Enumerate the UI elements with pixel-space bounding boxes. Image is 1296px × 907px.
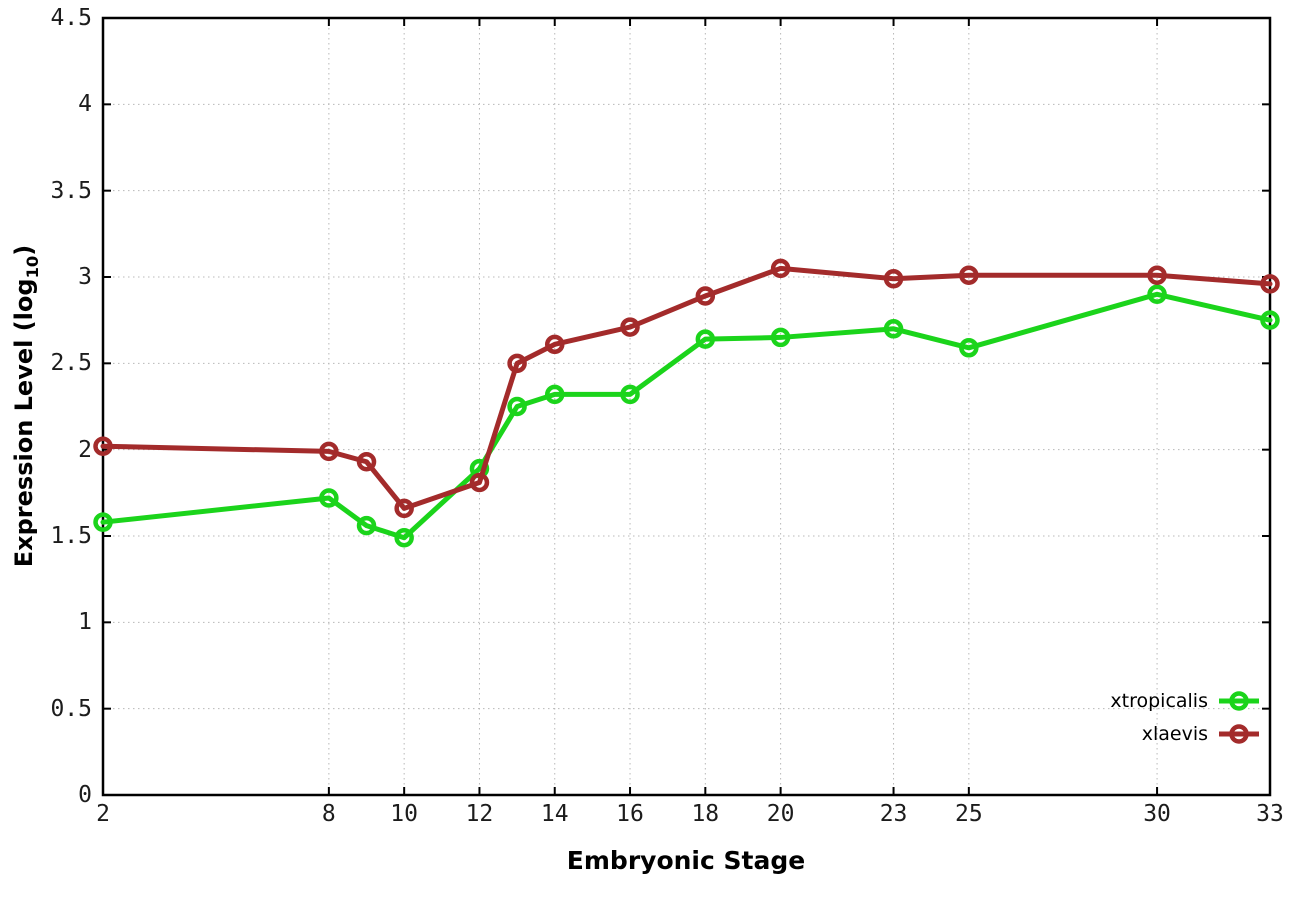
legend-entry-xlaevis: xlaevis (1110, 717, 1262, 750)
y-tick-label: 2.5 (50, 350, 92, 377)
y-tick-label: 1 (78, 609, 92, 636)
y-axis-title-subscript: 10 (22, 255, 42, 279)
tick-marks (102, 17, 1271, 796)
legend-point-sample (1229, 690, 1249, 711)
x-tick-label: 20 (766, 801, 795, 827)
y-tick-label: 4 (78, 91, 92, 118)
data-point-xlaevis-stage-2 (93, 436, 113, 456)
data-point-xtropicalis-stage-23 (883, 319, 904, 339)
gridlines (103, 18, 1270, 795)
y-axis-title-end: ) (10, 244, 39, 256)
data-point-xtropicalis-stage-2 (93, 512, 113, 532)
y-tick-label: 2 (78, 436, 92, 463)
data-point-xtropicalis-stage-18 (695, 329, 716, 349)
y-axis-title-main: Expression Level (log (10, 278, 39, 568)
x-tick-label: 16 (616, 801, 644, 827)
x-axis-title: Embryonic Stage (566, 846, 806, 875)
legend-label-xlaevis: xlaevis (1141, 722, 1208, 745)
y-tick-label: 0.5 (50, 695, 92, 722)
y-axis-title: Expression Level (log10) (10, 245, 42, 568)
y-tick-label: 3.5 (50, 177, 92, 204)
data-point-xtropicalis-stage-33 (1260, 310, 1280, 330)
series-line-xtropicalis (100, 291, 1273, 541)
data-point-xtropicalis-stage-9 (356, 515, 377, 536)
data-point-xlaevis-stage-23 (883, 268, 904, 289)
x-tick-label: 2 (96, 801, 110, 827)
legend-marker-xtropicalis (1219, 690, 1259, 711)
data-point-xtropicalis-stage-20 (770, 327, 791, 348)
x-tick-label: 23 (879, 801, 908, 827)
y-tick-label: 1.5 (50, 523, 92, 549)
data-point-xlaevis-stage-18 (695, 286, 716, 306)
data-point-xtropicalis-stage-25 (959, 338, 979, 358)
series-xtropicalis (93, 284, 1280, 548)
legend: xtropicalis xlaevis (1110, 684, 1262, 750)
data-point-xtropicalis-stage-13 (507, 396, 527, 417)
data-point-xlaevis-stage-33 (1260, 274, 1280, 294)
data-point-xtropicalis-stage-10 (394, 527, 414, 548)
legend-label-xtropicalis: xtropicalis (1110, 689, 1208, 712)
series-xlaevis (93, 258, 1280, 519)
data-point-xlaevis-stage-13 (507, 353, 527, 374)
data-point-xlaevis-stage-14 (544, 334, 565, 355)
x-tick-label: 30 (1143, 801, 1171, 827)
legend-marker-xlaevis (1219, 723, 1259, 744)
y-tick-label: 3 (78, 264, 92, 290)
legend-entry-xtropicalis: xtropicalis (1110, 684, 1262, 717)
y-tick-label: 0 (78, 782, 92, 808)
data-point-xlaevis-stage-16 (620, 317, 640, 337)
y-tick-label: 4.5 (50, 5, 92, 31)
plot-border (101, 16, 1272, 797)
data-point-xlaevis-stage-9 (356, 452, 377, 472)
data-point-xtropicalis-stage-8 (319, 488, 339, 508)
x-tick-label: 18 (691, 801, 720, 827)
data-point-xlaevis-stage-10 (394, 498, 414, 519)
x-tick-label: 25 (954, 801, 983, 827)
data-point-xlaevis-stage-12 (469, 472, 490, 493)
data-point-xlaevis-stage-8 (319, 441, 339, 462)
series-line-xlaevis (100, 265, 1273, 511)
data-point-xtropicalis-stage-16 (620, 384, 640, 405)
x-tick-label: 12 (465, 801, 494, 827)
x-tick-label: 14 (540, 801, 569, 827)
data-point-xlaevis-stage-20 (770, 258, 791, 279)
data-point-xlaevis-stage-25 (959, 265, 979, 286)
legend-point-sample (1229, 723, 1249, 744)
data-point-xlaevis-stage-30 (1147, 265, 1167, 286)
data-point-xtropicalis-stage-14 (544, 384, 565, 405)
x-tick-label: 10 (390, 801, 419, 827)
data-point-xtropicalis-stage-30 (1147, 284, 1167, 305)
x-tick-label: 33 (1256, 801, 1284, 827)
x-tick-label: 8 (321, 801, 336, 827)
